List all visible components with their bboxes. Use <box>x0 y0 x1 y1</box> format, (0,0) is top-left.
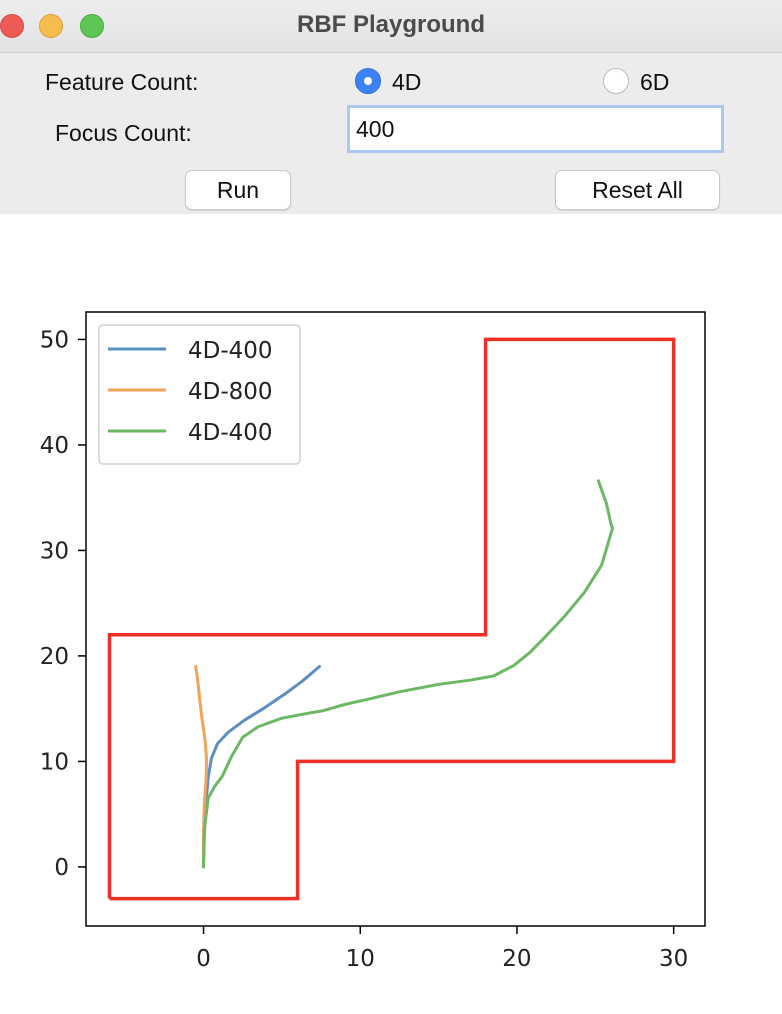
x-tick-label-0: 0 <box>196 946 211 972</box>
radio-6d-label[interactable]: 6D <box>640 69 670 95</box>
y-tick-label-10: 10 <box>40 749 69 775</box>
maximize-window-button[interactable] <box>80 14 104 38</box>
radio-4d-label[interactable]: 4D <box>392 69 422 95</box>
y-tick-label-50: 50 <box>40 327 69 353</box>
focus-count-input[interactable] <box>347 105 724 153</box>
legend: 4D-400 4D-800 4D-400 <box>98 324 301 465</box>
title-bar: RBF Playground <box>0 0 782 53</box>
reset-all-button[interactable]: Reset All <box>555 170 720 210</box>
radio-4d-indicator[interactable] <box>355 68 381 94</box>
y-tick-label-40: 40 <box>40 433 69 459</box>
y-tick-label-0: 0 <box>54 855 69 881</box>
x-tick-label-30: 30 <box>659 946 688 972</box>
minimize-window-button[interactable] <box>39 14 63 38</box>
control-panel: Feature Count: 4D 6D Focus Count: Run Re… <box>0 53 782 214</box>
focus-count-label: Focus Count: <box>55 120 192 146</box>
x-tick-label-20: 20 <box>502 946 531 972</box>
window-title: RBF Playground <box>296 11 485 38</box>
boundary-outline <box>107 337 676 901</box>
legend-label-0: 4D-400 <box>188 338 273 364</box>
radio-6d-indicator[interactable] <box>603 68 629 94</box>
series-line-2 <box>202 479 614 869</box>
series-line-1 <box>194 665 209 869</box>
close-window-button[interactable] <box>0 14 24 38</box>
x-tick-label-10: 10 <box>346 946 375 972</box>
legend-label-2: 4D-400 <box>188 420 273 446</box>
run-button[interactable]: Run <box>185 170 291 210</box>
legend-box <box>98 324 301 465</box>
y-tick-label-30: 30 <box>40 538 69 564</box>
feature-count-label: Feature Count: <box>45 69 199 95</box>
trajectory-plot: 0 10 20 30 0 10 20 30 40 50 4D-400 4D-800 4D-400 <box>40 311 706 972</box>
y-tick-label-20: 20 <box>40 644 69 670</box>
plot-frame <box>85 311 706 927</box>
legend-label-1: 4D-800 <box>188 379 273 405</box>
